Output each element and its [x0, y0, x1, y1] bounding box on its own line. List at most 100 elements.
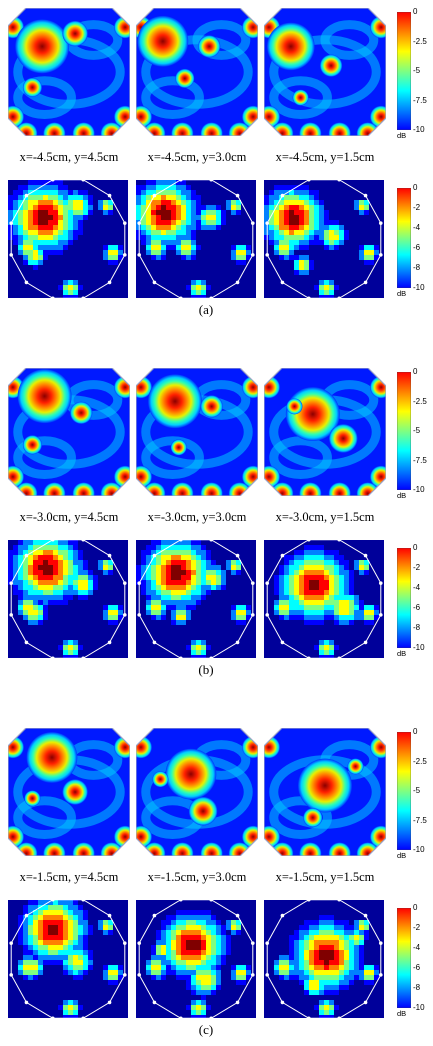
reconstruction-pixel	[166, 955, 171, 960]
reconstruction-pixel	[349, 960, 354, 965]
reconstruction-pixel	[136, 190, 141, 195]
reconstruction-pixel	[334, 240, 339, 245]
reconstruction-pixel	[58, 580, 63, 585]
reconstruction-pixel	[141, 590, 146, 595]
reconstruction-pixel	[68, 215, 73, 220]
reconstruction-pixel	[43, 610, 48, 615]
reconstruction-pixel	[339, 610, 344, 615]
reconstruction-pixel	[166, 570, 171, 575]
reconstruction-pixel	[191, 235, 196, 240]
reconstruction-pixel	[319, 585, 324, 590]
reconstruction-pixel	[78, 960, 83, 965]
reconstruction-pixel	[269, 225, 274, 230]
reconstruction-pixel	[28, 920, 33, 925]
reconstruction-pixel	[43, 945, 48, 950]
reconstruction-pixel	[18, 220, 23, 225]
reconstruction-pixel	[299, 190, 304, 195]
field-hotspot	[329, 424, 358, 453]
reconstruction-pixel	[43, 900, 48, 905]
reconstruction-pixel	[28, 250, 33, 255]
reconstruction-pixel	[38, 565, 43, 570]
reconstruction-pixel	[18, 610, 23, 615]
reconstruction-pixel	[181, 545, 186, 550]
reconstruction-pixel	[314, 960, 319, 965]
reconstruction-pixel	[58, 585, 63, 590]
reconstruction-pixel	[88, 925, 93, 930]
reconstruction-pixel	[191, 255, 196, 260]
reconstruction-pixel	[359, 560, 364, 565]
reconstruction-pixel	[18, 240, 23, 245]
reconstruction-pixel	[274, 575, 279, 580]
reconstruction-pixel	[339, 925, 344, 930]
reconstruction-pixel	[68, 1000, 73, 1005]
reconstruction-pixel	[279, 215, 284, 220]
reconstruction-pixel	[28, 930, 33, 935]
reconstruction-pixel	[344, 930, 349, 935]
reconstruction-pixel	[33, 585, 38, 590]
colorbar-tick-label: -4	[413, 223, 421, 232]
colorbar-tick-label: -2	[413, 203, 421, 212]
port-hotspot	[143, 842, 166, 856]
reconstruction-pixel	[23, 610, 28, 615]
reconstruction-pixel	[33, 910, 38, 915]
colorbar-tick-label: -10	[413, 283, 425, 292]
reconstruction-pixel	[38, 210, 43, 215]
reconstruction-pixel	[309, 205, 314, 210]
reconstruction-pixel	[176, 920, 181, 925]
reconstruction-pixel	[211, 560, 216, 565]
reconstruction-pixel	[216, 965, 221, 970]
reconstruction-pixel	[48, 595, 53, 600]
reconstruction-pixel	[146, 180, 151, 185]
reconstruction-pixel	[73, 215, 78, 220]
reconstruction-pixel	[63, 205, 68, 210]
antenna-element	[81, 296, 85, 298]
reconstruction-pixel	[196, 560, 201, 565]
reconstruction-pixel	[176, 240, 181, 245]
reconstruction-pixel	[98, 205, 103, 210]
reconstruction-pixel	[344, 620, 349, 625]
reconstruction-pixel	[304, 235, 309, 240]
reconstruction-pixel	[171, 605, 176, 610]
reconstruction-pixel	[334, 285, 339, 290]
reconstruction-pixel	[113, 615, 118, 620]
antenna-element	[265, 581, 270, 585]
reconstruction-map	[136, 900, 256, 1018]
reconstruction-pixel	[186, 560, 191, 565]
reconstruction-pixel	[161, 205, 166, 210]
reconstruction-pixel	[191, 640, 196, 645]
reconstruction-pixel	[63, 550, 68, 555]
port-hotspot	[114, 825, 130, 848]
antenna-element	[250, 973, 255, 977]
reconstruction-pixel	[166, 935, 171, 940]
reconstruction-pixel	[38, 560, 43, 565]
reconstruction-pixel	[171, 215, 176, 220]
antenna-element	[107, 553, 112, 558]
antenna-element	[235, 1000, 240, 1005]
antenna-element	[107, 640, 112, 645]
reconstruction-pixel	[33, 955, 38, 960]
reconstruction-pixel	[151, 220, 156, 225]
reconstruction-pixel	[349, 620, 354, 625]
reconstruction-pixel	[319, 605, 324, 610]
reconstruction-pixel	[319, 955, 324, 960]
reconstruction-pixel	[58, 180, 63, 185]
reconstruction-pixel	[359, 960, 364, 965]
reconstruction-pixel	[156, 935, 161, 940]
reconstruction-pixel	[329, 935, 334, 940]
colorbar-tick-label: -7.5	[413, 95, 427, 105]
reconstruction-pixel	[319, 575, 324, 580]
antenna-element	[307, 296, 311, 298]
port-hotspot	[370, 465, 386, 488]
reconstruction-pixel	[83, 190, 88, 195]
reconstruction-pixel	[156, 230, 161, 235]
reconstruction-pixel	[13, 230, 18, 235]
reconstruction-pixel	[68, 545, 73, 550]
reconstruction-pixel	[58, 950, 63, 955]
reconstruction-pixel	[141, 200, 146, 205]
reconstruction-pixel	[156, 210, 161, 215]
reconstruction-pixel	[83, 910, 88, 915]
reconstruction-pixel	[289, 560, 294, 565]
reconstruction-pixel	[13, 205, 18, 210]
reconstruction-pixel	[28, 580, 33, 585]
subfigure-label: (a)	[198, 302, 214, 317]
